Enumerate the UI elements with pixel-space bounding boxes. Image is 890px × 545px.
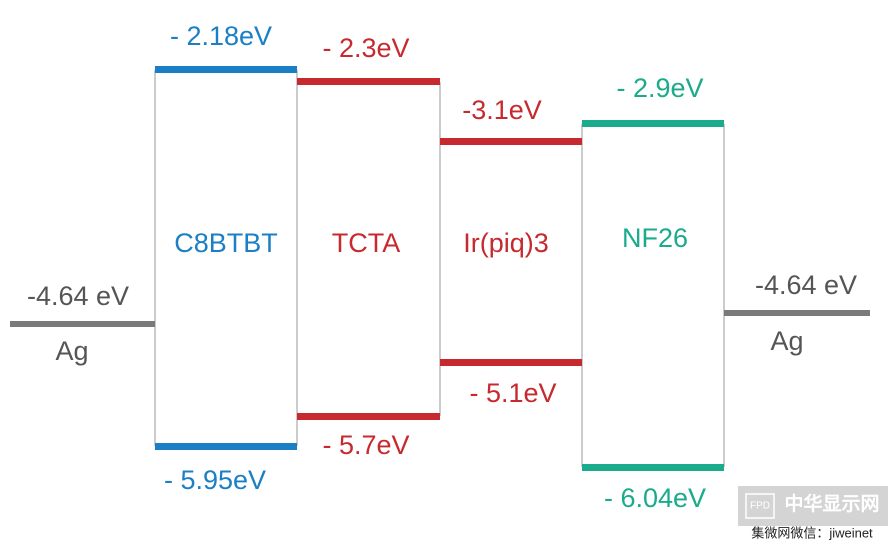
level-bar [440,138,582,145]
level-bar [297,78,440,85]
electrode-level: -4.64 eV [755,270,857,300]
level-label: - 2.9eV [616,73,703,103]
layer-name: TCTA [332,228,401,258]
level-label: - 6.04eV [604,483,706,513]
electrode-level: -4.64 eV [27,281,129,311]
level-label: -3.1eV [462,95,542,125]
watermark-logo: FPD [750,501,770,512]
layer-name: C8BTBT [174,228,278,258]
level-label: - 5.7eV [322,430,409,460]
watermark-caption: 集微网微信：jiweinet [751,525,873,540]
layer-name: Ir(piq)3 [463,228,549,258]
electrode-name: Ag [770,326,803,356]
watermark-site: 中华显示网 [784,492,879,515]
level-bar [155,443,297,450]
level-label: - 2.18eV [170,21,272,51]
watermark-logo-box [745,493,775,519]
level-bar [155,66,297,73]
level-bar [440,359,582,366]
level-label: - 5.1eV [469,378,556,408]
level-label: - 5.95eV [164,465,266,495]
level-bar [582,120,724,127]
level-bar [582,464,724,471]
level-label: - 2.3eV [322,33,409,63]
layer-name: NF26 [622,223,688,253]
watermark-box [738,486,888,526]
electrode-name: Ag [55,336,88,366]
level-bar [297,413,440,420]
